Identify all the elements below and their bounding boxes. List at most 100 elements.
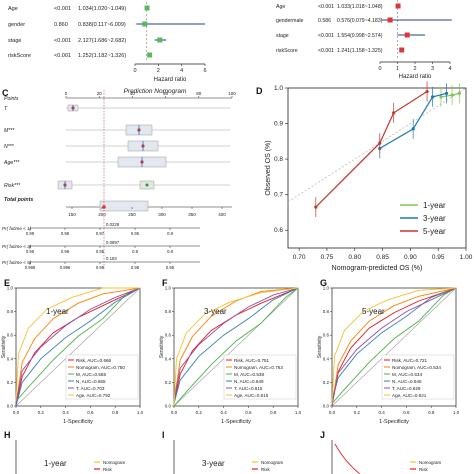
nomogram-row-label: Age*** xyxy=(3,160,20,166)
forest-row-hr: 1.252(1.182~1.326) xyxy=(78,53,126,59)
probability-tick-label: 0.95 xyxy=(96,249,105,254)
forest-point xyxy=(142,21,148,27)
bottom-panels: H 1-year Nomogram Risk I 3-year Nomogram Risk J N… xyxy=(4,430,442,474)
bottom-panel-J: J Nomogram Risk xyxy=(320,430,442,474)
probability-tick-label: 0.9 xyxy=(132,249,138,254)
roc-diagonal xyxy=(331,287,457,407)
forest-row-pvalue: <0.001 xyxy=(54,38,71,44)
x-tick-label: 0.90 xyxy=(404,254,417,261)
roc-curve xyxy=(15,287,141,407)
forest-row-hr: 0.838(0.117~6.009) xyxy=(78,22,126,28)
roc-legend-label: Nomogram, AUC=0.534 xyxy=(392,365,441,370)
nomogram-red-value: 0.183 xyxy=(106,256,117,261)
roc-legend-label: N, AUC=0.655 xyxy=(76,379,106,384)
roc-legend-label: Risk, AUC=0.751 xyxy=(234,358,270,363)
probability-tick-label: 0.98 xyxy=(131,265,140,270)
total-tick-label: 200 xyxy=(98,212,106,217)
probability-tick-label: 0.996 xyxy=(60,265,71,270)
roc-curve xyxy=(331,287,457,404)
roc-curve xyxy=(331,287,457,404)
roc-panel-E: E 1-year Risk, AUC=0.666 Nomogram, AUC=0.75… xyxy=(1,278,144,425)
total-tick-label: 350 xyxy=(188,212,196,217)
roc-xlabel: 1-Specificity xyxy=(63,419,93,425)
roc-panels: E 1-year Risk, AUC=0.666 Nomogram, AUC=0.75… xyxy=(1,278,460,425)
forest-row-pvalue: <0.001 xyxy=(54,6,71,12)
forest-row-name: riskScore xyxy=(8,53,31,59)
roc-legend-label: Age, AUC=0.621 xyxy=(392,393,427,398)
roc-y-tick-label: 0.2 xyxy=(323,380,330,385)
total-tick-label: 250 xyxy=(128,212,136,217)
roc-y-tick-label: 0.6 xyxy=(165,333,172,338)
roc-y-tick-label: 0.0 xyxy=(7,404,14,409)
nomogram-row-label: Points xyxy=(4,96,19,102)
probability-tick-label: 0.97 xyxy=(96,231,105,236)
forest-point xyxy=(157,37,163,43)
roc-legend-label: Age, AUC=0.615 xyxy=(234,393,269,398)
forest-row-hr: 0.576(0.079~4.183) xyxy=(337,18,383,24)
total-box xyxy=(99,200,149,212)
panel-label: J xyxy=(320,430,325,440)
bottom-legend-label: Nomogram xyxy=(103,460,126,465)
x-tick-label: 0.85 xyxy=(376,254,389,261)
roc-title: 3-year xyxy=(204,307,227,316)
roc-y-tick-label: 0.8 xyxy=(7,309,14,314)
roc-x-tick-label: 0.0 xyxy=(171,410,178,415)
roc-legend-box xyxy=(223,354,297,400)
forest-tick-label: 6 xyxy=(203,68,206,74)
forest-row-name: stage xyxy=(8,38,21,44)
nomogram-point xyxy=(145,183,149,187)
roc-x-tick-label: 0.4 xyxy=(62,410,69,415)
bottom-title: 3-year xyxy=(202,459,225,468)
roc-curve xyxy=(173,287,299,404)
panel-label: D xyxy=(256,86,263,96)
nomogram-row-label: Pr( futime < 1) xyxy=(2,226,32,231)
points-tick-label: 20 xyxy=(97,91,103,96)
bottom-panel-H: H 1-year Nomogram Risk xyxy=(4,430,126,474)
points-tick-label: 40 xyxy=(130,91,136,96)
bottom-legend-label: Nomogram xyxy=(419,460,442,465)
roc-frame xyxy=(173,287,299,407)
roc-curve xyxy=(173,287,299,402)
calibration-point xyxy=(378,141,382,145)
total-tick-label: 400 xyxy=(218,212,226,217)
probability-tick-label: 0.9 xyxy=(167,231,173,236)
roc-xlabel: 1-Specificity xyxy=(221,419,251,425)
forest-point xyxy=(399,47,405,53)
forest-xlabel: Hazard ratio xyxy=(154,77,187,83)
calibration-point xyxy=(457,91,461,95)
total-tick-label: 300 xyxy=(158,212,166,217)
roc-y-tick-label: 0.6 xyxy=(323,333,330,338)
roc-x-tick-label: 1.0 xyxy=(295,410,302,415)
roc-legend-label: N, AUC=0.645 xyxy=(392,379,422,384)
roc-legend-label: Nomogram, AUC=0.763 xyxy=(234,365,283,370)
probability-tick-label: 0.98 xyxy=(61,249,70,254)
forest-row-pvalue: <0.001 xyxy=(54,53,71,59)
roc-ylabel: Sensitivity xyxy=(1,335,7,358)
nomogram-title: Prediction Nomogram xyxy=(124,88,187,95)
points-tick-label: 0 xyxy=(65,91,68,96)
roc-x-tick-label: 0.6 xyxy=(403,410,410,415)
forest-row-hr: 1.241(1.158~1.325) xyxy=(337,48,383,54)
roc-curve xyxy=(173,287,299,402)
roc-x-tick-label: 0.0 xyxy=(13,410,20,415)
y-tick-label: 0.9 xyxy=(274,121,283,128)
forest-tick-label: 1 xyxy=(396,66,399,72)
calibration-point xyxy=(392,111,396,115)
probability-tick-label: 0.95 xyxy=(166,265,175,270)
roc-y-tick-label: 0.4 xyxy=(7,356,14,361)
panel-label: E xyxy=(4,278,10,288)
roc-y-tick-label: 0.4 xyxy=(323,356,330,361)
roc-x-tick-label: 0.4 xyxy=(220,410,227,415)
bottom-panel-I: I 3-year Nomogram Risk xyxy=(162,430,284,474)
roc-y-tick-label: 0.8 xyxy=(165,309,172,314)
forest-tick-label: 2 xyxy=(157,68,160,74)
panel-label: I xyxy=(162,430,165,440)
legend-label: 5-year xyxy=(423,227,446,236)
roc-legend-label: Age, AUC=0.792 xyxy=(76,393,111,398)
nomogram-row-label: Risk*** xyxy=(4,183,21,189)
legend-label: 1-year xyxy=(423,201,446,210)
roc-legend-label: T, AUC=0.615 xyxy=(234,386,263,391)
nomogram-row-label: N*** xyxy=(4,144,15,150)
forest-tick-label: 4 xyxy=(448,66,451,72)
